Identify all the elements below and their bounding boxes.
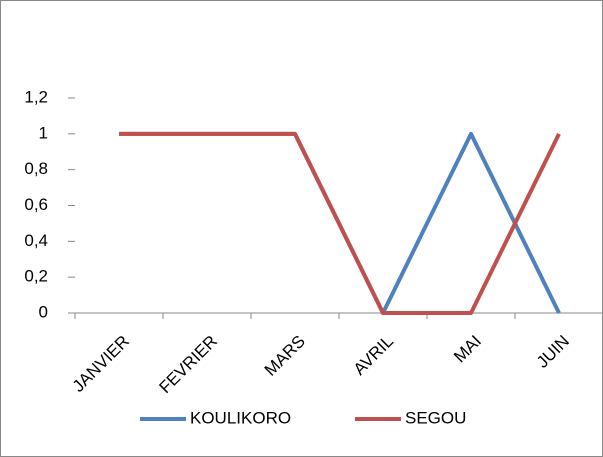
y-tick-label: 0,4 (24, 231, 48, 250)
y-tick-label: 1 (39, 123, 48, 142)
legend-label: SEGOU (405, 408, 466, 427)
y-tick-label: 0,2 (24, 267, 48, 286)
y-tick-label: 1,2 (24, 87, 48, 106)
y-tick-label: 0,8 (24, 159, 48, 178)
y-tick-label: 0 (39, 302, 48, 321)
series-line (119, 131, 561, 315)
y-tick-label: 0,6 (24, 195, 48, 214)
legend-label: KOULIKORO (190, 408, 291, 427)
